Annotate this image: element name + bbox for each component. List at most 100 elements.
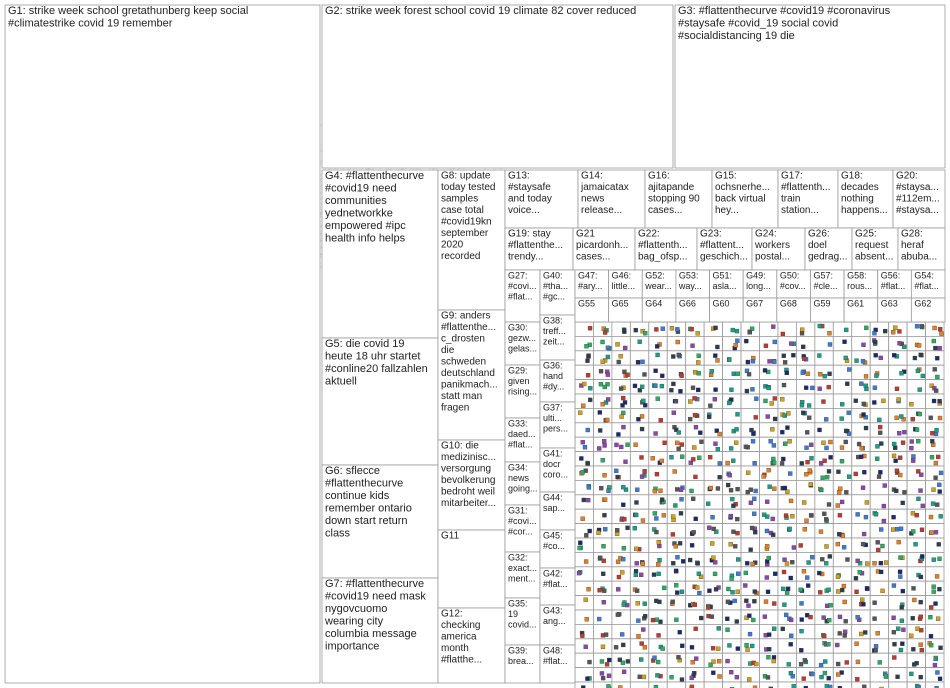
node bbox=[602, 588, 607, 593]
node bbox=[632, 383, 638, 389]
node bbox=[782, 602, 787, 607]
group-panel bbox=[539, 447, 576, 493]
node bbox=[621, 327, 627, 332]
node bbox=[711, 526, 716, 532]
node bbox=[576, 570, 582, 576]
group-label: G42: bbox=[543, 568, 563, 578]
mini-panel bbox=[648, 393, 668, 409]
node bbox=[781, 569, 787, 575]
node bbox=[902, 344, 907, 349]
node bbox=[660, 646, 665, 651]
node bbox=[713, 325, 718, 331]
node bbox=[855, 615, 860, 620]
node bbox=[861, 342, 866, 347]
node bbox=[619, 414, 624, 419]
node bbox=[898, 555, 903, 560]
group-label: #flattenth... bbox=[638, 240, 687, 251]
node bbox=[935, 356, 940, 361]
mini-panel bbox=[593, 681, 613, 688]
node bbox=[691, 530, 696, 535]
node bbox=[706, 501, 711, 506]
group-label: little... bbox=[612, 281, 636, 291]
node bbox=[633, 442, 638, 447]
group-label: G44: bbox=[543, 492, 563, 502]
node bbox=[791, 545, 797, 550]
group-label: covid... bbox=[508, 619, 537, 629]
node bbox=[841, 583, 847, 589]
node bbox=[846, 410, 851, 415]
node bbox=[855, 659, 861, 665]
node bbox=[763, 599, 769, 604]
group-label: geschich... bbox=[700, 251, 748, 262]
group-label: G33: bbox=[508, 418, 528, 428]
node bbox=[725, 460, 730, 466]
node bbox=[937, 398, 942, 404]
node bbox=[581, 497, 586, 503]
mini-panel bbox=[832, 451, 853, 467]
mini-panel bbox=[722, 465, 742, 481]
node bbox=[861, 602, 866, 607]
group-panel bbox=[577, 169, 646, 229]
mini-panel bbox=[832, 350, 853, 366]
node bbox=[788, 471, 793, 476]
node bbox=[873, 353, 878, 358]
group-label: station... bbox=[781, 205, 819, 216]
group-label: request bbox=[855, 240, 889, 251]
group-label: G22: bbox=[638, 228, 660, 239]
node bbox=[597, 588, 602, 593]
group-panel bbox=[810, 297, 845, 323]
node bbox=[854, 589, 859, 594]
node bbox=[711, 555, 716, 560]
node bbox=[578, 540, 583, 545]
mini-panel bbox=[629, 681, 650, 688]
node bbox=[839, 416, 844, 421]
group-label: recorded bbox=[441, 251, 480, 262]
node bbox=[735, 486, 740, 492]
node bbox=[789, 617, 794, 623]
group-label: coro... bbox=[543, 469, 568, 479]
group-label: hand bbox=[543, 371, 563, 381]
node bbox=[842, 633, 847, 638]
mini-panel bbox=[611, 580, 631, 597]
node bbox=[639, 641, 644, 646]
node bbox=[895, 674, 900, 679]
group-label: G24: bbox=[755, 228, 777, 239]
node bbox=[726, 586, 731, 592]
group-label: mitarbeiter... bbox=[441, 498, 496, 509]
group-label: G23: bbox=[700, 228, 722, 239]
node bbox=[936, 542, 941, 547]
node bbox=[861, 412, 866, 417]
node bbox=[817, 353, 822, 358]
node bbox=[615, 474, 620, 480]
node bbox=[806, 583, 811, 588]
node bbox=[616, 574, 622, 580]
node bbox=[600, 675, 606, 681]
node bbox=[935, 502, 940, 507]
node bbox=[615, 528, 620, 533]
group-label: G56: bbox=[881, 270, 901, 280]
group-label: G21 bbox=[576, 228, 595, 239]
node bbox=[744, 338, 749, 344]
node bbox=[860, 485, 866, 490]
node bbox=[846, 431, 852, 436]
node bbox=[865, 561, 870, 566]
node bbox=[586, 353, 591, 358]
node bbox=[617, 657, 623, 662]
node bbox=[654, 344, 660, 349]
node bbox=[623, 487, 629, 492]
group-panel bbox=[437, 529, 506, 609]
group-label: G43: bbox=[543, 605, 563, 615]
mini-panel bbox=[685, 624, 705, 640]
node bbox=[901, 627, 906, 632]
node bbox=[711, 670, 716, 675]
node bbox=[909, 633, 914, 638]
node bbox=[710, 646, 716, 651]
node bbox=[934, 388, 939, 393]
node bbox=[892, 441, 897, 447]
node bbox=[863, 383, 868, 388]
node bbox=[837, 532, 842, 537]
node bbox=[916, 439, 921, 444]
mini-panel bbox=[740, 350, 760, 366]
node bbox=[735, 371, 741, 376]
node bbox=[853, 398, 858, 403]
